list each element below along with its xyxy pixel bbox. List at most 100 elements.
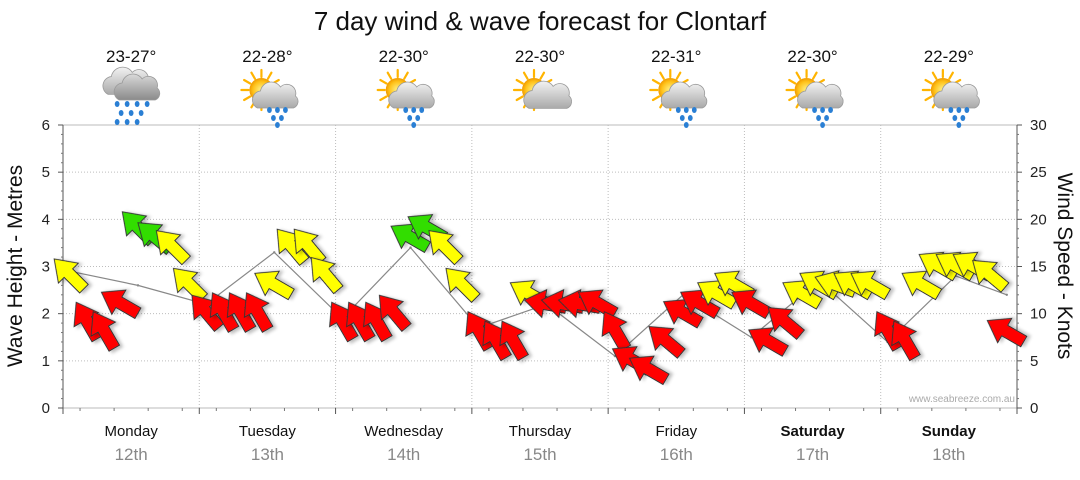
sun-cloud-icon [512, 68, 573, 112]
day-temperature: 22-30° [379, 47, 429, 66]
wind-arrow [748, 327, 789, 357]
sun-ray [243, 95, 252, 102]
wind-arrow [100, 289, 142, 320]
rain-drop-icon [824, 115, 829, 121]
sun-ray [250, 71, 257, 80]
rain-drop-icon [275, 107, 280, 113]
left-tick-label: 3 [42, 259, 50, 276]
left-tick-label: 2 [42, 306, 50, 323]
cloud-icon [797, 81, 844, 109]
sun-ray [386, 71, 393, 80]
rain-drop-icon [948, 107, 954, 113]
wind-arrow [254, 270, 295, 301]
cloud-icon [933, 81, 980, 109]
rain-drop-icon [134, 101, 140, 107]
sun-rain-icon [376, 68, 435, 128]
wind-arrow [648, 325, 686, 359]
wind-arrow [850, 270, 892, 301]
day-name-label: Saturday [780, 423, 845, 440]
sun-ray [948, 71, 954, 80]
sun-ray [795, 71, 802, 80]
rain-drop-icon [679, 115, 685, 121]
sun-ray [515, 95, 524, 102]
rain-drop-icon [138, 110, 144, 116]
wind-arrow [731, 289, 772, 320]
rain-drop-icon [820, 107, 825, 113]
wind-arrow [428, 230, 464, 266]
sun-rain-icon [240, 68, 299, 128]
left-tick-label: 6 [42, 117, 50, 134]
cloud-icon [113, 73, 161, 101]
rain-drop-icon [275, 122, 280, 128]
grid [62, 124, 1018, 409]
right-axis: 0 5 10 15 20 25 30 [1016, 117, 1047, 417]
wind-arrows [53, 211, 1028, 386]
day-date-label: 17th [796, 445, 829, 464]
rain-drop-icon [407, 115, 413, 121]
right-tick-label: 30 [1030, 117, 1047, 134]
day-temperature: 22-30° [515, 47, 565, 66]
sun-ray [403, 71, 409, 80]
watermark: www.seabreeze.com.au [908, 394, 1015, 405]
wind-arrow [891, 320, 921, 362]
rain-drop-icon [124, 101, 130, 107]
rain-drop-icon [691, 107, 697, 113]
cloud-icon [388, 81, 435, 109]
left-tick-label: 4 [42, 211, 50, 228]
day-name-label: Thursday [509, 423, 572, 440]
rain-drop-icon [956, 122, 962, 128]
rain-drop-icon [271, 115, 276, 121]
day-date-label: 14th [387, 445, 420, 464]
day-name-label: Wednesday [364, 423, 443, 440]
sun-ray [266, 71, 273, 80]
left-tick-label: 1 [42, 353, 50, 370]
wave-height-point [1005, 293, 1008, 296]
sun-ray [539, 71, 546, 80]
wind-arrow [499, 320, 529, 362]
right-tick-label: 10 [1030, 306, 1047, 323]
rain-drop-icon [134, 119, 140, 125]
rain-drop-icon [687, 115, 693, 121]
day-date-label: 12th [115, 445, 148, 464]
rain-drop-icon [820, 122, 825, 128]
rain-drop-icon [683, 122, 689, 128]
sun-ray [811, 71, 818, 80]
rain-drop-icon [960, 115, 966, 121]
day-date-label: 15th [523, 445, 556, 464]
weather-icons: 23-27° 22-28° 22-30° 22-30° 22-31° 22-30° 22-2… [102, 47, 980, 128]
rain-drop-icon [128, 110, 134, 116]
sun-rain-icon [921, 68, 980, 128]
day-temperature: 22-28° [242, 47, 292, 66]
cloud-icon [660, 81, 708, 109]
day-name-label: Sunday [922, 423, 977, 440]
rain-cloud-icon [102, 66, 161, 125]
sun-ray [675, 71, 682, 80]
sun-ray [659, 71, 665, 80]
sun-ray [243, 78, 252, 85]
sun-ray [931, 71, 938, 80]
rain-drop-icon [114, 101, 120, 107]
left-axis-title: Wave Height - Metres [4, 165, 27, 367]
rain-drop-icon [267, 107, 272, 113]
cloud-icon [252, 81, 299, 109]
rain-drop-icon [411, 122, 417, 128]
rain-drop-icon [964, 107, 970, 113]
right-tick-label: 5 [1030, 353, 1038, 370]
wind-arrow [53, 258, 89, 294]
rain-drop-icon [411, 107, 417, 113]
chart-title: 7 day wind & wave forecast for Clontarf [314, 6, 767, 36]
sun-ray [788, 95, 797, 102]
rain-drop-icon [283, 107, 288, 113]
day-temperature: 22-29° [924, 47, 974, 66]
wind-arrow [243, 292, 274, 333]
wind-arrow [310, 256, 344, 295]
rain-drop-icon [279, 115, 284, 121]
right-tick-label: 0 [1030, 400, 1038, 417]
sun-ray [379, 95, 388, 102]
wind-arrow [972, 259, 1010, 293]
rain-drop-icon [118, 110, 124, 116]
day-temperature: 23-27° [106, 47, 156, 66]
rain-drop-icon [828, 107, 833, 113]
wind-arrow [901, 270, 943, 301]
